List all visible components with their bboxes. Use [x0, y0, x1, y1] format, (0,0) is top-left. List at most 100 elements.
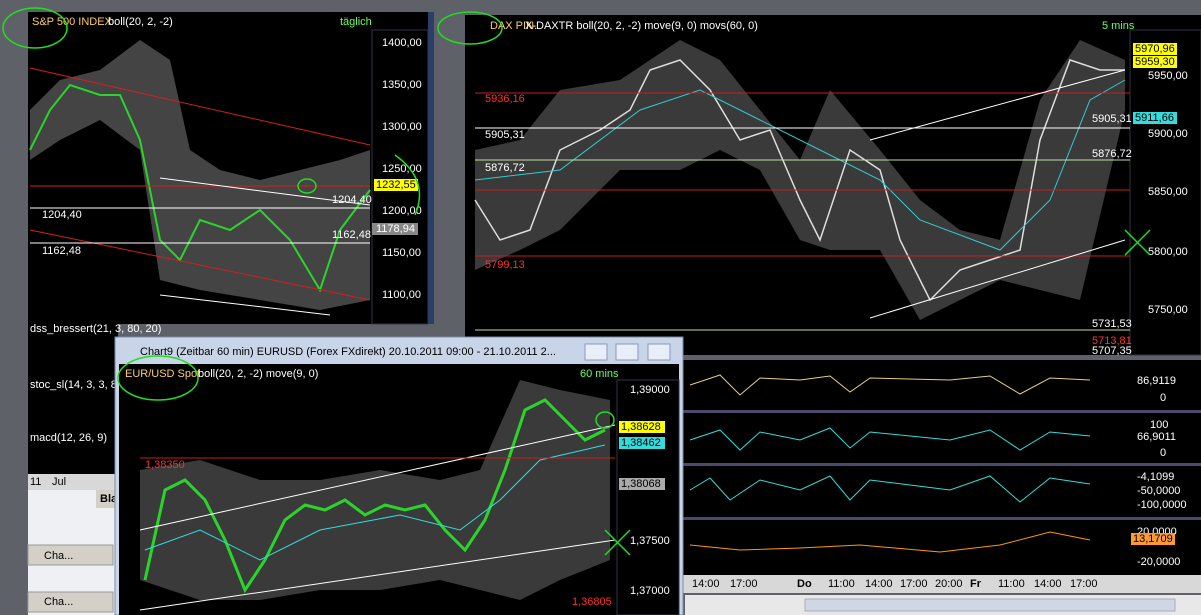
time-label: Fr	[970, 578, 982, 590]
eurusd-ma	[144, 444, 606, 561]
axis-label: 5800,00	[1148, 246, 1188, 258]
tag	[1133, 112, 1177, 124]
eurusd-band	[140, 380, 610, 600]
axis-label: 5850,00	[1148, 186, 1188, 198]
osc	[689, 374, 1091, 396]
ind-label: -50,0000	[1137, 485, 1180, 497]
price-tag: 1162,48	[332, 229, 371, 241]
dax-axis	[1129, 29, 1201, 356]
time-axis	[680, 575, 1201, 593]
tab-label[interactable]: Bla	[100, 493, 118, 505]
trend	[139, 539, 616, 611]
axis-label: 1400,00	[382, 37, 422, 49]
price-tag: 1178,94	[376, 223, 415, 235]
level-label: 1204,40	[42, 209, 82, 221]
separator	[680, 517, 1201, 520]
dax-band	[475, 40, 1125, 320]
sp500-params: boll(20, 2, -2)	[108, 16, 173, 28]
osc	[689, 427, 1091, 451]
trend	[29, 67, 371, 146]
time-label: 17:00	[730, 578, 758, 590]
divider	[428, 12, 434, 324]
axis-label: 1,37500	[630, 535, 670, 547]
tag	[372, 223, 418, 235]
axis-label: 1200,00	[382, 205, 422, 217]
task-button[interactable]	[27, 591, 114, 613]
price-tag: 5876,72	[1092, 148, 1132, 160]
eurusd-period: 60 mins	[580, 368, 619, 380]
price-tag: 1,38628	[621, 421, 661, 433]
trend	[159, 294, 331, 316]
price-tag: 5731,53	[1092, 318, 1132, 330]
axis-label: 5900,00	[1148, 128, 1188, 140]
axis-label: 5950,00	[1148, 70, 1188, 82]
scroll-thumb[interactable]	[804, 598, 1176, 612]
axis-label: 1350,00	[382, 79, 422, 91]
level-label: 1,38350	[145, 459, 185, 471]
trend	[869, 69, 1126, 141]
eurusd-title: EUR/USD Spot	[125, 368, 200, 380]
axis-label: 5750,00	[1148, 304, 1188, 316]
time-label: 17:00	[900, 578, 928, 590]
minimize[interactable]	[584, 343, 608, 361]
ind-label: 100	[1150, 419, 1168, 431]
window-title: Chart9 (Zeitbar 60 min) EURUSD (Forex FX…	[140, 346, 556, 358]
maximize[interactable]	[615, 343, 639, 361]
level-label: 5905,31	[485, 129, 525, 141]
ind-label: -4,1099	[1137, 471, 1174, 483]
time-label: 14:00	[1034, 578, 1062, 590]
price-tag: 1,38462	[621, 437, 661, 449]
indicator-label: stoc_sl(14, 3, 3, 8)	[30, 379, 121, 391]
task-label[interactable]: Cha...	[44, 550, 73, 562]
trend	[159, 177, 371, 206]
time-label: Do	[797, 578, 812, 590]
sp500-price	[29, 83, 371, 293]
time-label: 11:00	[828, 578, 855, 590]
ind-label: 66,9011	[1137, 431, 1176, 443]
separator	[680, 463, 1201, 466]
ind-label: -100,0000	[1137, 499, 1187, 511]
ind-label: 13,1709	[1133, 533, 1173, 545]
time-axis	[28, 474, 118, 490]
indicator-label: dss_bressert(21, 3, 80, 20)	[30, 323, 161, 335]
axis-label: 1,39000	[630, 384, 670, 396]
level-label: 5936,16	[485, 93, 525, 105]
tag	[374, 179, 418, 191]
eurusd-axis	[616, 379, 680, 615]
price-tag: 5707,35	[1092, 345, 1132, 357]
dax-ma	[474, 79, 1126, 251]
tab[interactable]	[96, 490, 118, 508]
trend	[139, 424, 616, 531]
eurusd-params: boll(20, 2, -2) move(9, 0)	[198, 368, 318, 380]
axis-label: 1100,00	[382, 289, 421, 301]
annotations	[2, 7, 1151, 556]
ind-label: 0	[1160, 392, 1166, 404]
price-tag: 5970,96	[1135, 43, 1175, 55]
price-tag: 5959,30	[1135, 56, 1175, 68]
time-label: 14:00	[692, 578, 720, 590]
time-label: 11	[30, 476, 41, 488]
level-label: 1,36805	[572, 596, 612, 608]
level-label: 1162,48	[42, 245, 81, 257]
price-tag: 5911,66	[1135, 112, 1174, 124]
price-tag: 1204,40	[332, 194, 372, 206]
tag	[619, 421, 665, 433]
trend	[29, 229, 371, 301]
task-label[interactable]: Cha...	[44, 596, 73, 608]
price-tag: 5905,31	[1092, 113, 1132, 125]
eurusd-price	[143, 398, 606, 594]
level-label: 5876,72	[485, 162, 525, 174]
time-label: Jul	[52, 476, 66, 488]
axis-label: 1150,00	[382, 247, 421, 259]
axis-label: 1,37000	[630, 585, 670, 597]
axis-label: 1250,00	[382, 163, 422, 175]
task-button[interactable]	[27, 544, 114, 566]
separator	[680, 410, 1201, 413]
close[interactable]	[647, 343, 671, 361]
ind-label: -20,0000	[1137, 556, 1180, 568]
time-label: 20:00	[935, 578, 963, 590]
sp500-title: S&P 500 INDEX	[32, 16, 113, 28]
axis-label: 1300,00	[382, 121, 422, 133]
